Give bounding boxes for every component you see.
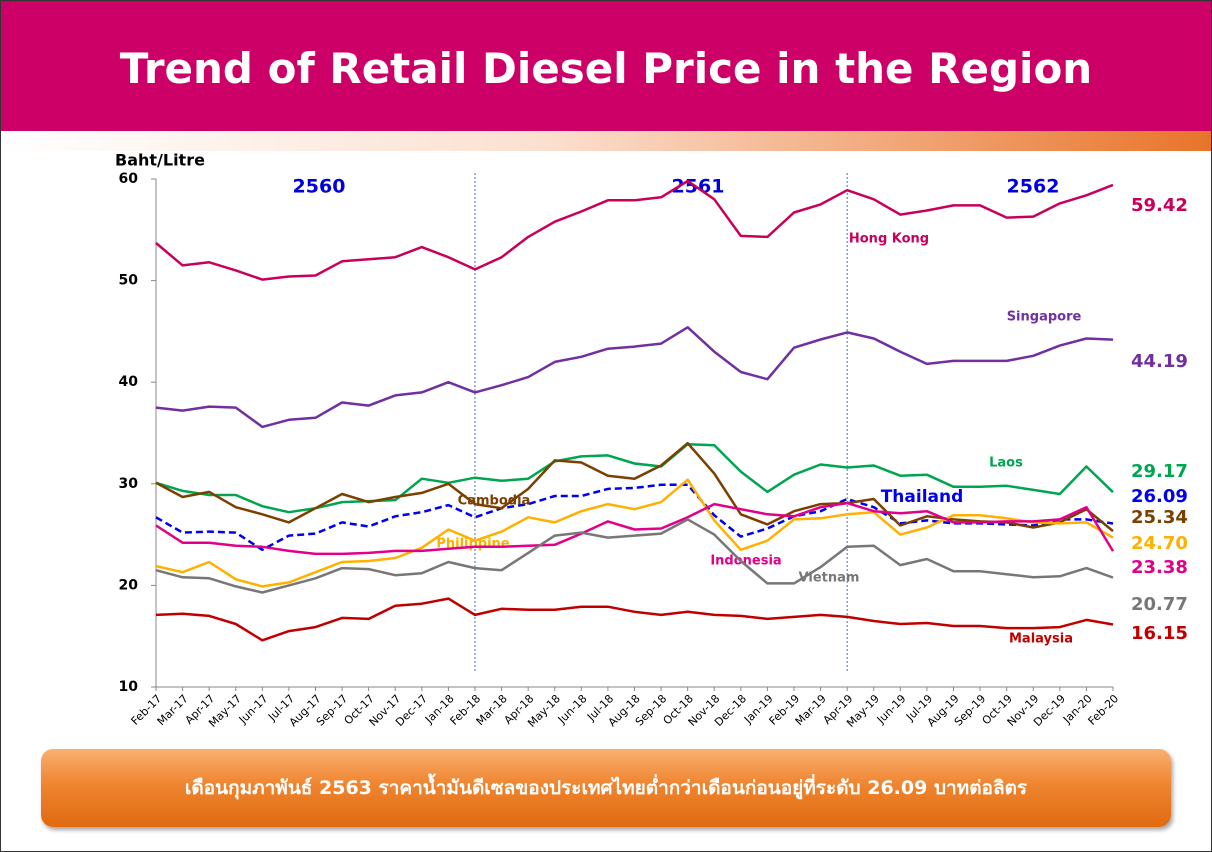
series-line bbox=[155, 597, 1114, 642]
chart-title: Trend of Retail Diesel Price in the Regi… bbox=[1, 1, 1211, 131]
series-label: Singapore bbox=[1007, 310, 1082, 325]
series-label: Laos bbox=[989, 456, 1023, 471]
y-tick-label: 20 bbox=[119, 577, 139, 593]
series-label: Cambodia bbox=[458, 494, 531, 509]
stripe bbox=[1, 131, 1211, 151]
series-line bbox=[155, 179, 1114, 281]
series-line bbox=[155, 518, 1114, 594]
year-label: 2562 bbox=[1007, 176, 1060, 198]
x-tick-label: Feb-20 bbox=[1086, 692, 1122, 728]
footer-note: เดือนกุมภาพันธ์ 2563 ราคาน้ำมันดีเซลของป… bbox=[41, 749, 1171, 827]
series-line bbox=[155, 326, 1114, 429]
year-label: 2561 bbox=[672, 176, 725, 198]
y-tick-label: 10 bbox=[119, 679, 139, 695]
end-value-label: 20.77 bbox=[1131, 594, 1188, 615]
y-axis-label: Baht/Litre bbox=[115, 151, 205, 170]
end-value-label: 44.19 bbox=[1131, 351, 1188, 372]
y-tick-label: 40 bbox=[119, 374, 139, 390]
series-line bbox=[155, 478, 1114, 588]
chart: Baht/Litre102030405060Feb-17Mar-17Apr-17… bbox=[115, 151, 1188, 730]
series-line bbox=[155, 501, 1115, 556]
x-tick-label: Jun-17 bbox=[236, 692, 271, 727]
series-label: Thailand bbox=[881, 487, 964, 507]
y-tick-label: 60 bbox=[119, 171, 139, 187]
series-line bbox=[155, 441, 1114, 533]
end-value-label: 23.38 bbox=[1131, 557, 1188, 578]
end-value-label: 59.42 bbox=[1131, 195, 1188, 216]
x-tick-label: Jun-19 bbox=[874, 692, 909, 727]
y-tick-label: 50 bbox=[119, 273, 139, 289]
end-value-label: 24.70 bbox=[1131, 533, 1188, 554]
series-label: Indonesia bbox=[710, 554, 781, 569]
x-tick-label: Jun-18 bbox=[555, 692, 590, 727]
end-value-label: 16.15 bbox=[1131, 623, 1188, 644]
end-value-label: 29.17 bbox=[1131, 461, 1188, 482]
series-label: Malaysia bbox=[1009, 632, 1073, 647]
end-value-label: 25.34 bbox=[1131, 507, 1188, 528]
series-label: Vietnam bbox=[799, 571, 860, 586]
series-label: Hong Kong bbox=[849, 232, 929, 247]
y-tick-label: 30 bbox=[119, 476, 139, 492]
end-value-label: 26.09 bbox=[1131, 486, 1188, 507]
year-label: 2560 bbox=[293, 176, 346, 198]
